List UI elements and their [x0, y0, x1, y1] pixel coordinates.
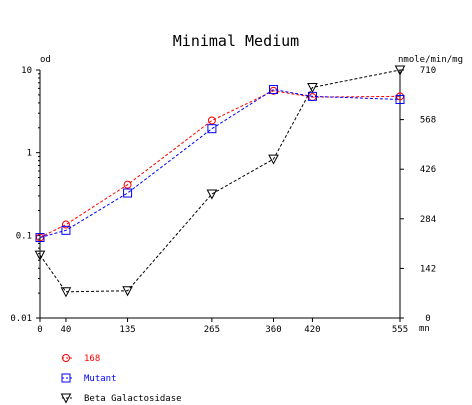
data-point-circle: [123, 180, 132, 189]
data-point-circle: [207, 116, 216, 125]
axes: 10 1 0.1 0.01 710 568 426 284 142 0 0 40 135 265 360 42…: [10, 66, 436, 335]
y-right-tick-label: 0: [425, 314, 430, 324]
y-right-tick-label: 142: [420, 264, 436, 274]
data-point-square: [269, 85, 279, 95]
data-point-triangle: [206, 189, 218, 200]
x-tick-label: 40: [61, 325, 72, 335]
y-right-tick-label: 426: [420, 165, 436, 175]
series-mutant: [35, 85, 405, 243]
series-layer: [34, 65, 406, 298]
series-beta-galactosidase: [34, 65, 406, 298]
data-point-square: [61, 225, 71, 235]
series-line: [39, 89, 401, 239]
data-point-circle: [61, 220, 70, 229]
y-left-tick-label: 10: [21, 66, 32, 76]
y-left-axis-label: od: [40, 55, 51, 65]
x-axis-unit: mn: [419, 324, 430, 334]
data-point-triangle: [60, 287, 72, 298]
y-right-tick-label: 710: [420, 66, 436, 76]
legend-label: 168: [84, 354, 100, 364]
x-tick-label: 420: [304, 325, 320, 335]
data-point-square: [35, 233, 45, 243]
data-point-square: [61, 373, 71, 383]
legend-label: Mutant: [84, 374, 117, 384]
data-point-triangle: [60, 393, 72, 404]
x-tick-label: 360: [265, 325, 281, 335]
legend-item: 168: [62, 354, 100, 364]
legend-label: Beta Galactosidase: [84, 394, 182, 404]
legend-item: Mutant: [61, 373, 117, 384]
chart-title: Minimal Medium: [173, 32, 299, 50]
legend-item: Beta Galactosidase: [60, 393, 182, 404]
y-left-tick-label: 1: [27, 149, 32, 159]
legend: 168 Mutant Beta Galactosidase: [60, 354, 182, 404]
y-left-tick-label: 0.1: [16, 231, 32, 241]
data-point-square: [123, 188, 133, 198]
data-point-triangle: [268, 154, 279, 165]
y-right-axis-label: nmole/min/mg: [398, 55, 463, 65]
y-right-tick-label: 568: [420, 116, 436, 126]
y-right-tick-label: 284: [420, 215, 436, 225]
data-point-square: [395, 94, 405, 104]
y-left-tick-label: 0.01: [10, 314, 32, 324]
data-point-triangle: [394, 65, 406, 76]
x-tick-label: 135: [119, 325, 135, 335]
data-point-triangle: [122, 286, 133, 297]
series-line: [39, 69, 401, 293]
series-line: [39, 90, 401, 239]
data-point-square: [207, 124, 217, 134]
data-point-circle: [62, 354, 70, 362]
x-tick-label: 265: [204, 325, 220, 335]
x-tick-label: 555: [392, 325, 408, 335]
series-168: [36, 86, 404, 242]
data-point-triangle: [34, 250, 46, 261]
data-point-triangle: [307, 82, 318, 94]
x-tick-label: 0: [37, 325, 42, 335]
